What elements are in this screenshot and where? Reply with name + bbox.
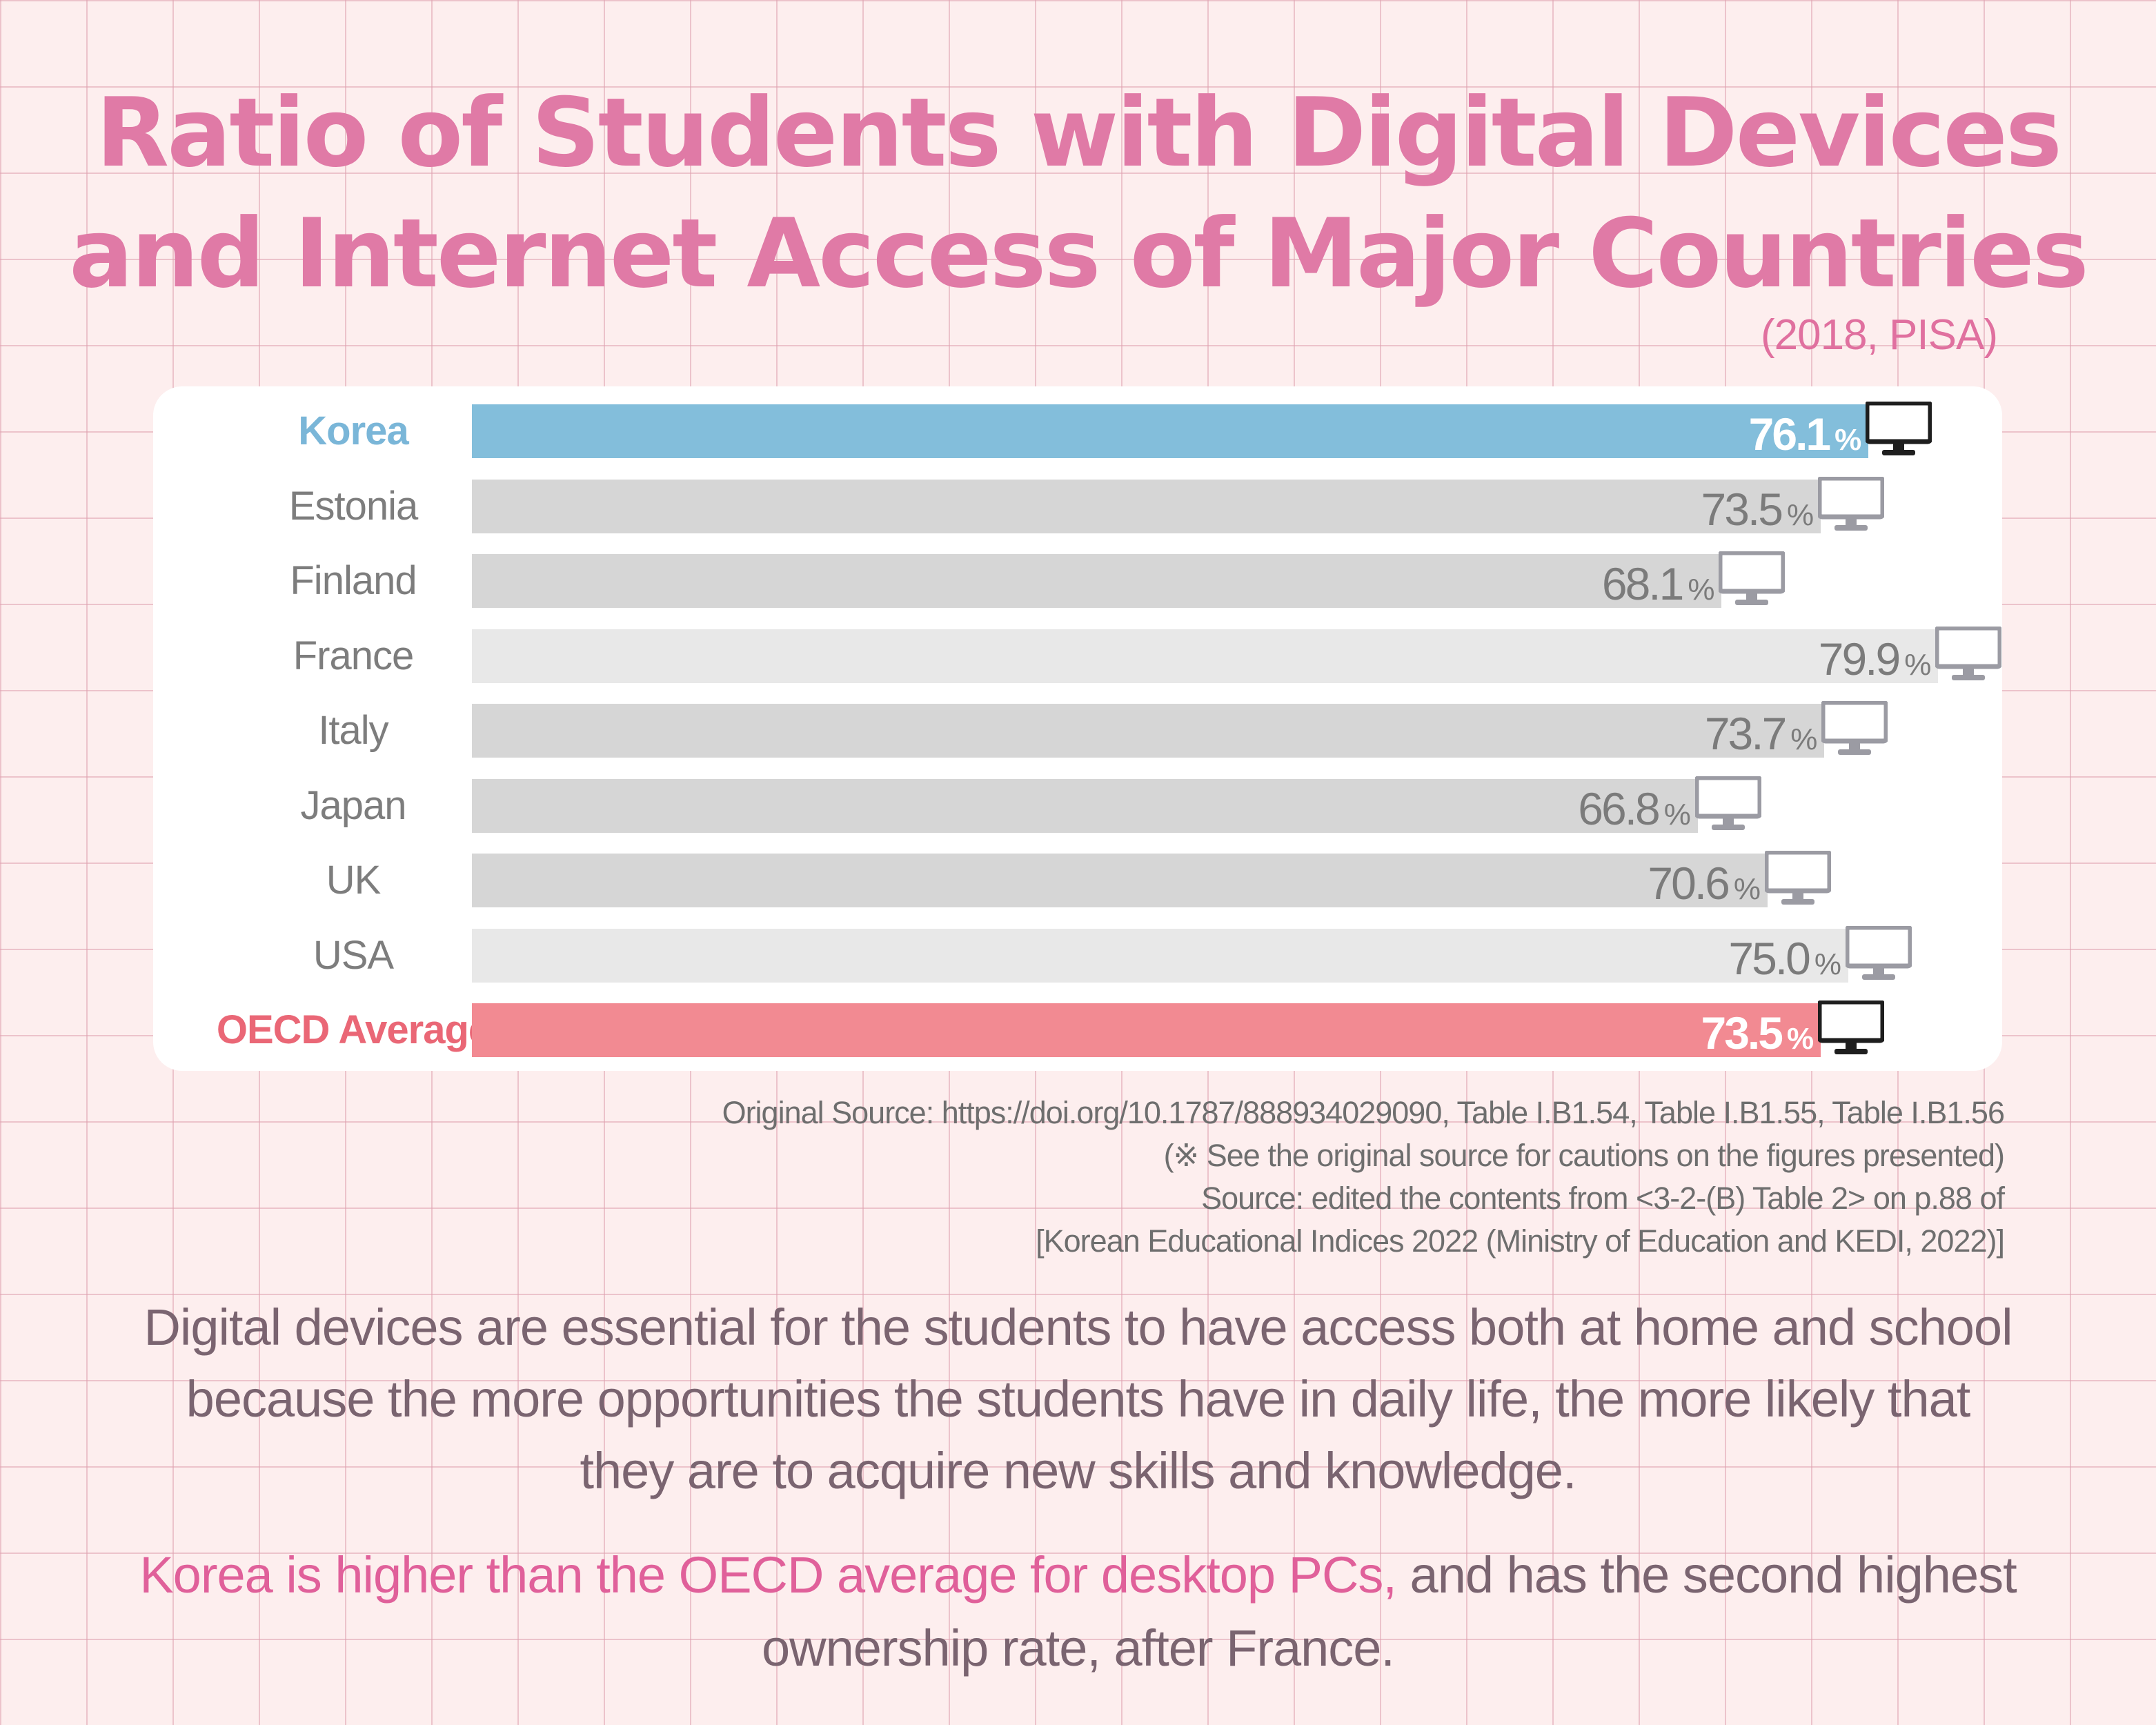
bar-row: UK 70.6% bbox=[153, 851, 2002, 909]
value-number: 76.1 bbox=[1748, 408, 1831, 460]
bar-track: 76.1% bbox=[472, 402, 1976, 460]
source-note-edited: Source: edited the contents from <3-2-(B… bbox=[1201, 1181, 2005, 1216]
monitor-icon bbox=[1935, 626, 2002, 680]
monitor-icon bbox=[1818, 1000, 1885, 1054]
value-number: 68.1 bbox=[1601, 558, 1684, 609]
category-label: OECD Average bbox=[216, 1007, 491, 1052]
bar-track: 73.5% bbox=[472, 476, 1976, 535]
chart-title: Ratio of Students with Digital Devices a… bbox=[0, 72, 2156, 314]
value-unit: % bbox=[1790, 722, 1818, 756]
bar-track: 79.9% bbox=[472, 626, 2002, 684]
value-number: 75.0 bbox=[1728, 932, 1810, 984]
monitor-icon bbox=[1694, 776, 1761, 830]
bar-row: France 79.9% bbox=[153, 626, 2002, 684]
bar bbox=[472, 1003, 1821, 1057]
source-notes: Original Source: https://doi.org/10.1787… bbox=[722, 1092, 2005, 1263]
source-note-reference: [Korean Educational Indices 2022 (Minist… bbox=[1036, 1223, 2005, 1259]
chart-subtitle: (2018, PISA) bbox=[1761, 311, 1998, 359]
value-label: 68.1% bbox=[1601, 554, 1715, 609]
description-line-2: because the more opportunities the stude… bbox=[186, 1370, 1971, 1428]
bar-track: 73.7% bbox=[472, 701, 1976, 759]
bar-track: 70.6% bbox=[472, 851, 1976, 909]
bar bbox=[472, 854, 1768, 907]
value-number: 70.6 bbox=[1648, 858, 1730, 909]
source-note-original: Original Source: https://doi.org/10.1787… bbox=[722, 1095, 2005, 1130]
value-label: 79.9% bbox=[1818, 629, 1932, 684]
category-label: Korea bbox=[298, 408, 408, 453]
title-line-1: Ratio of Students with Digital Devices bbox=[95, 77, 2062, 188]
bar-track: 66.8% bbox=[472, 776, 1976, 834]
bar-row: Finland 68.1% bbox=[153, 551, 2002, 609]
conclusion-rest: and has the second highest bbox=[1396, 1546, 2017, 1604]
value-label: 73.7% bbox=[1704, 704, 1818, 759]
bar bbox=[472, 479, 1821, 533]
bar-row: Japan 66.8% bbox=[153, 776, 2002, 834]
value-label: 73.5% bbox=[1701, 1003, 1814, 1058]
bar bbox=[472, 629, 1939, 683]
conclusion-highlight: Korea is higher than the OECD average fo… bbox=[139, 1546, 1397, 1604]
value-unit: % bbox=[1904, 647, 1932, 682]
value-unit: % bbox=[1688, 573, 1715, 607]
bar bbox=[472, 404, 1869, 458]
description-paragraph: Digital devices are essential for the st… bbox=[0, 1292, 2156, 1507]
value-number: 73.5 bbox=[1701, 483, 1783, 535]
conclusion-line-2: ownership rate, after France. bbox=[762, 1619, 1395, 1677]
monitor-icon bbox=[1818, 476, 1885, 531]
bar bbox=[472, 554, 1722, 608]
value-unit: % bbox=[1814, 947, 1841, 981]
bar bbox=[472, 704, 1825, 758]
monitor-icon bbox=[1764, 851, 1831, 905]
value-label: 75.0% bbox=[1728, 929, 1841, 984]
value-label: 76.1% bbox=[1748, 404, 1862, 460]
category-label: Finland bbox=[290, 558, 417, 603]
value-number: 79.9 bbox=[1818, 633, 1901, 684]
category-label: Estonia bbox=[288, 483, 418, 529]
value-unit: % bbox=[1786, 497, 1814, 532]
value-number: 73.7 bbox=[1704, 708, 1787, 759]
bar-row: USA 75.0% bbox=[153, 925, 2002, 984]
bar bbox=[472, 778, 1698, 833]
value-label: 66.8% bbox=[1578, 779, 1691, 834]
bar bbox=[472, 928, 1848, 983]
value-label: 73.5% bbox=[1701, 480, 1814, 535]
monitor-icon bbox=[1719, 551, 1786, 605]
conclusion-paragraph: Korea is higher than the OECD average fo… bbox=[0, 1539, 2156, 1685]
value-number: 66.8 bbox=[1578, 782, 1660, 834]
title-line-2: and Internet Access of Major Countries bbox=[69, 198, 2089, 309]
source-note-caution: (※ See the original source for cautions … bbox=[1163, 1138, 2005, 1173]
value-unit: % bbox=[1663, 797, 1691, 831]
value-unit: % bbox=[1733, 872, 1761, 906]
monitor-icon bbox=[1846, 925, 1912, 980]
bar-row: OECD Average 73.5% bbox=[153, 1000, 2002, 1058]
bar-row: Italy 73.7% bbox=[153, 701, 2002, 759]
bar-track: 68.1% bbox=[472, 551, 1976, 609]
bar-track: 75.0% bbox=[472, 925, 1976, 984]
bar-track: 73.5% bbox=[472, 1000, 1976, 1058]
category-label: Italy bbox=[318, 708, 388, 753]
value-label: 70.6% bbox=[1648, 854, 1761, 909]
value-unit: % bbox=[1834, 423, 1862, 457]
monitor-icon bbox=[1821, 701, 1888, 755]
chart-panel: Korea 76.1% Estonia 73.5% Finland 68.1% France… bbox=[153, 386, 2002, 1071]
bar-row: Estonia 73.5% bbox=[153, 476, 2002, 535]
category-label: France bbox=[293, 633, 415, 678]
conclusion-line-1: Korea is higher than the OECD average fo… bbox=[0, 1539, 2156, 1612]
category-label: Japan bbox=[300, 782, 406, 828]
bar-row: Korea 76.1% bbox=[153, 402, 2002, 460]
category-label: UK bbox=[326, 858, 382, 903]
description-line-3: they are to acquire new skills and knowl… bbox=[580, 1442, 1576, 1499]
monitor-icon bbox=[1866, 402, 1932, 455]
description-line-1: Digital devices are essential for the st… bbox=[144, 1299, 2012, 1356]
value-number: 73.5 bbox=[1701, 1007, 1783, 1058]
value-unit: % bbox=[1786, 1022, 1814, 1056]
category-label: USA bbox=[313, 932, 394, 978]
